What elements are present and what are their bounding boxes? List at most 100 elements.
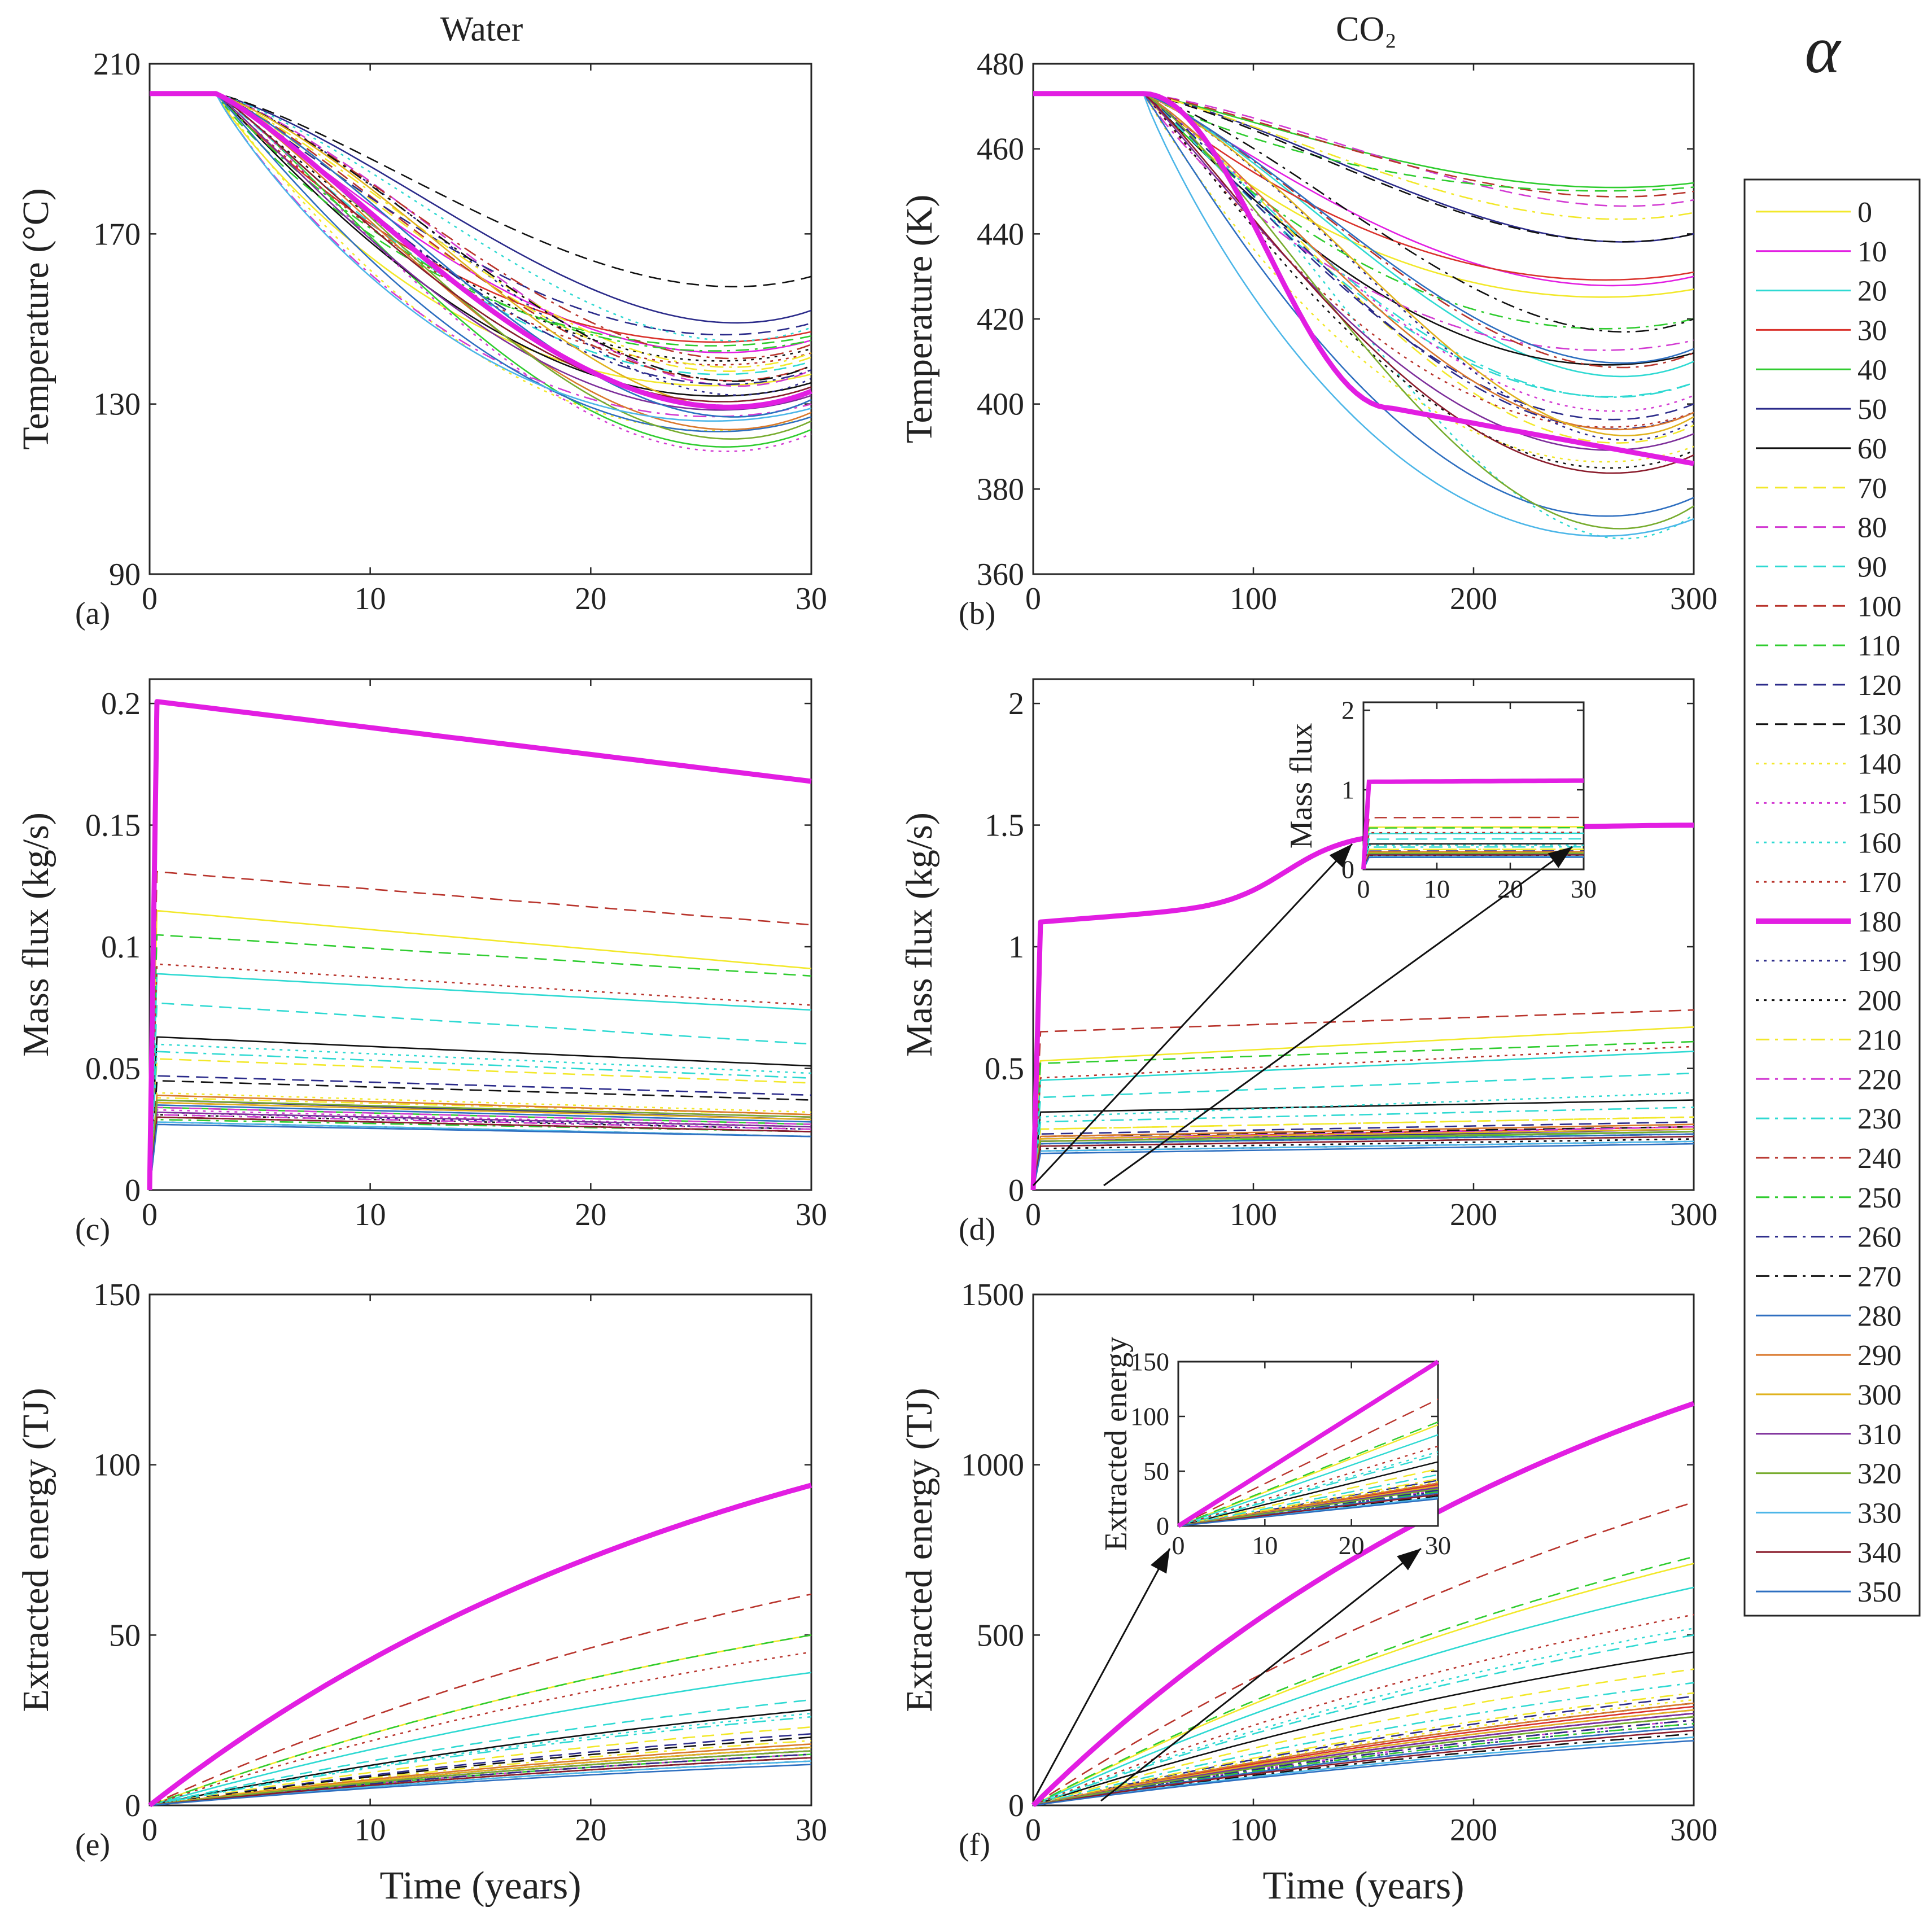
y-tick-label: 1.5 [985, 808, 1024, 843]
series-alpha-210 [1033, 93, 1694, 220]
series-alpha-350 [149, 1764, 812, 1806]
inset-series-alpha-90 [1362, 838, 1584, 870]
series-alpha-230 [1032, 1106, 1694, 1191]
series-alpha-90 [1033, 93, 1694, 397]
x-tick-label: 0 [1025, 1813, 1041, 1848]
y-tick-label: 100 [1130, 1402, 1169, 1431]
series-alpha-170 [150, 93, 812, 366]
series-alpha-80 [148, 1106, 812, 1191]
legend-label-320: 320 [1857, 1458, 1902, 1490]
inset-series-alpha-60 [1178, 1461, 1439, 1527]
x-tick-label: 0 [142, 1197, 158, 1232]
y-tick-label: 1500 [961, 1278, 1024, 1313]
series-alpha-100 [1033, 93, 1694, 198]
series-alpha-140 [1033, 1699, 1694, 1806]
series-alpha-180 [150, 91, 812, 410]
series-alpha-70 [1032, 1116, 1694, 1191]
y-tick-label: 150 [93, 1278, 141, 1313]
series-alpha-110 [1032, 1040, 1694, 1191]
y-axis-label-c: Mass flux (kg/s) [15, 812, 56, 1057]
legend-label-90: 90 [1857, 551, 1887, 583]
series-alpha-340 [1032, 1135, 1694, 1191]
series-alpha-130 [1033, 93, 1694, 243]
legend-label-180: 180 [1857, 906, 1902, 938]
inset-series-alpha-340 [1178, 1494, 1439, 1527]
x-tick-label: 20 [575, 1197, 606, 1232]
series-alpha-160 [1032, 1092, 1694, 1191]
series-alpha-310 [1033, 1712, 1694, 1806]
series-alpha-110 [1033, 93, 1694, 192]
y-tick-label: 2 [1341, 696, 1354, 725]
y-tick-label: 0 [125, 1173, 141, 1208]
series-alpha-90 [148, 1002, 812, 1191]
series-alpha-120 [149, 1733, 812, 1806]
axes-box-a [148, 63, 812, 575]
x-tick-label: 0 [1025, 1197, 1041, 1232]
x-tick-label: 10 [1424, 874, 1450, 903]
y-tick-label: 500 [977, 1618, 1024, 1653]
inset-series-alpha-290 [1362, 851, 1584, 870]
x-tick-label: 30 [795, 1813, 827, 1848]
y-tick-label: 1000 [961, 1448, 1024, 1483]
inset-series-alpha-100 [1362, 816, 1584, 870]
series-alpha-60 [1033, 1651, 1694, 1806]
y-tick-label: 0.2 [101, 686, 141, 721]
series-alpha-60 [1032, 1099, 1694, 1191]
series-alpha-340 [150, 93, 812, 403]
series-alpha-290 [1032, 1123, 1694, 1191]
x-tick-label: 0 [142, 1813, 158, 1848]
y-axis-label-f: Extracted energy (TJ) [899, 1388, 940, 1712]
legend-label-170: 170 [1857, 867, 1902, 899]
inset-series-alpha-230 [1178, 1474, 1439, 1527]
y-tick-label: 0 [1008, 1788, 1024, 1823]
legend-label-230: 230 [1857, 1103, 1902, 1135]
y-axis-label-e: Extracted energy (TJ) [15, 1388, 56, 1712]
series-alpha-0 [148, 909, 812, 1191]
series-alpha-120 [1032, 1121, 1694, 1191]
arrowhead-icon [1150, 1549, 1170, 1574]
series-alpha-90 [149, 1699, 812, 1806]
panel-label-b: (b) [959, 596, 995, 631]
series-alpha-340 [149, 1757, 812, 1806]
x-tick-label: 200 [1450, 581, 1497, 616]
legend-label-70: 70 [1857, 473, 1887, 505]
legend-label-160: 160 [1857, 827, 1902, 859]
series-alpha-50 [150, 93, 812, 324]
inset-series-alpha-0 [1362, 826, 1584, 870]
series-alpha-90 [150, 93, 812, 375]
inset-series-alpha-90 [1178, 1454, 1439, 1527]
series-alpha-350 [148, 1123, 812, 1191]
axes-box-b [1032, 63, 1695, 575]
series-alpha-300 [1032, 1128, 1694, 1191]
series-alpha-130 [148, 1080, 812, 1191]
arrowhead-icon [1329, 844, 1352, 868]
inset-y-axis-label-d: Mass flux [1284, 723, 1319, 848]
arrowhead-icon [1548, 847, 1572, 868]
legend-label-110: 110 [1857, 630, 1900, 662]
series-alpha-340 [1033, 1730, 1694, 1806]
y-tick-label: 0 [1156, 1512, 1169, 1541]
inset-series-alpha-160 [1362, 845, 1584, 870]
series-alpha-230 [148, 1051, 812, 1191]
inset-series-alpha-110 [1178, 1421, 1439, 1527]
series-alpha-130 [149, 1736, 812, 1806]
series-alpha-320 [149, 1750, 812, 1806]
series-alpha-270 [1033, 93, 1694, 333]
x-tick-label: 10 [355, 1197, 386, 1232]
series-alpha-350 [150, 93, 812, 418]
series-alpha-340 [148, 1116, 812, 1191]
legend-label-80: 80 [1857, 512, 1887, 544]
inset-series-alpha-300 [1362, 852, 1584, 870]
x-tick-label: 200 [1450, 1813, 1497, 1848]
legend-label-20: 20 [1857, 275, 1887, 308]
y-tick-label: 0.1 [101, 930, 141, 965]
x-tick-label: 300 [1670, 1197, 1717, 1232]
col-title-water: Water [440, 10, 523, 49]
panel-e: 0 10 20 30 0 50 100 150 (e) Extracted energy (TJ)… [15, 1278, 827, 1908]
y-tick-label: 90 [109, 557, 141, 592]
x-tick-label: 100 [1230, 581, 1277, 616]
series-alpha-70 [1033, 93, 1694, 444]
inset-series-alpha-350 [1362, 856, 1584, 870]
legend-box [1743, 178, 1921, 1617]
alpha-symbol: α [1805, 12, 1842, 87]
